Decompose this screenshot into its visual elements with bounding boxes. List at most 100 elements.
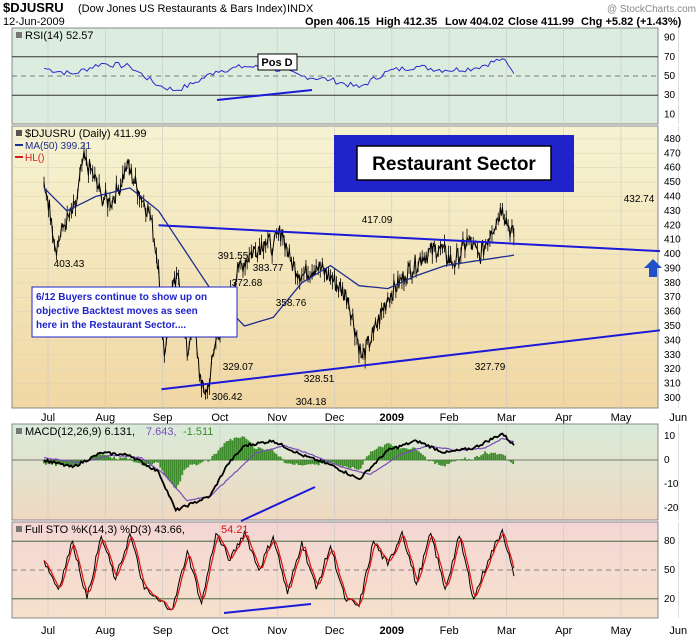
macd-histogram-bar	[448, 460, 450, 464]
macd-histogram-bar	[187, 460, 190, 468]
macd-histogram-bar	[468, 458, 470, 461]
macd-histogram-bar	[275, 454, 278, 461]
macd-histogram-bar	[422, 454, 424, 461]
macd-tick-label: 0	[664, 455, 670, 466]
macd-histogram-bar	[215, 453, 218, 461]
macd-histogram-bar	[239, 437, 242, 461]
macd-histogram-bar	[307, 460, 310, 465]
macd-tick-label: -20	[664, 503, 679, 514]
macd-line	[43, 432, 515, 513]
macd-histogram-bar	[478, 456, 480, 461]
macd-histogram-bar	[446, 460, 448, 464]
sto-legend-marker	[16, 526, 22, 532]
macd-histogram-bar	[434, 460, 436, 465]
macd-histogram-bar	[223, 443, 226, 461]
price-point-label: 358.76	[276, 298, 307, 309]
macd-histogram-bar	[395, 447, 398, 461]
macd-histogram-bar	[131, 460, 134, 461]
macd-histogram-bar	[329, 460, 332, 463]
macd-histogram-bar	[492, 452, 495, 461]
macd-histogram-bar	[353, 460, 356, 469]
macd-histogram-bar	[410, 448, 412, 461]
price-tick-label: 480	[664, 134, 681, 145]
macd-hist-legend: -1.511	[183, 426, 213, 438]
price-tick-label: 360	[664, 307, 681, 318]
macd-histogram-bar	[470, 460, 472, 461]
macd-histogram-bar	[291, 460, 294, 465]
macd-histogram-bar	[229, 438, 232, 461]
macd-tick-label: 10	[664, 431, 676, 442]
macd-histogram-bar	[263, 450, 266, 461]
price-tick-label: 420	[664, 220, 681, 231]
sto-tick-label: 50	[664, 565, 676, 576]
macd-histogram-bar	[355, 460, 358, 470]
macd-histogram-bar	[506, 459, 509, 461]
macd-histogram-bar	[209, 459, 212, 461]
price-point-label: 329.07	[223, 362, 254, 373]
macd-histogram-bar	[391, 445, 394, 461]
macd-histogram-bar	[71, 460, 73, 467]
chart-title: Restaurant Sector	[372, 154, 536, 175]
sto-d-line	[43, 533, 515, 611]
macd-histogram-bar	[69, 460, 71, 467]
macd-histogram-bar	[454, 460, 456, 462]
price-point-label: 372.68	[232, 278, 263, 289]
macd-histogram-bar	[440, 460, 442, 466]
price-tick-label: 470	[664, 148, 681, 159]
macd-histogram-bar	[109, 456, 111, 461]
up-arrow-icon	[644, 259, 662, 277]
macd-histogram-bar	[243, 436, 246, 461]
price-tick-label: 310	[664, 379, 681, 390]
price-tick-label: 380	[664, 278, 681, 289]
grid-lines	[12, 28, 679, 618]
macd-histogram-bar	[113, 456, 115, 461]
macd-histogram-bar	[133, 460, 136, 463]
x-tick-label-lower: Mar	[497, 625, 516, 637]
macd-histogram-bar	[235, 437, 238, 461]
price-tick-label: 320	[664, 364, 681, 375]
rsi-tick-label: 10	[664, 109, 676, 120]
macd-histogram-bar	[460, 459, 462, 461]
macd-histogram-bar	[333, 460, 336, 464]
ma-legend: MA(50) 399.21	[25, 141, 92, 152]
macd-histogram-bar	[93, 455, 95, 461]
price-tick-label: 370	[664, 292, 681, 303]
macd-histogram-bar	[151, 460, 154, 465]
macd-histogram-bar	[261, 448, 264, 461]
sto-divergence-line	[223, 603, 312, 614]
pos-d-label: Pos D	[261, 57, 292, 69]
symbol-label: $DJUSRU	[3, 0, 64, 15]
macd-histogram-bar	[185, 460, 188, 469]
macd-histogram-bar	[129, 458, 132, 461]
macd-histogram-bar	[325, 460, 328, 464]
macd-histogram-bar	[484, 451, 487, 461]
macd-histogram-bar	[247, 440, 250, 461]
macd-histogram-bar	[225, 441, 228, 461]
macd-histogram-bar	[367, 455, 370, 461]
price-tick-label: 340	[664, 335, 681, 346]
macd-histogram-bar	[103, 454, 105, 461]
macd-histogram-bar	[341, 460, 344, 467]
macd-histogram-bar	[271, 449, 274, 461]
price-tick-label: 350	[664, 321, 681, 332]
open-value: Open 406.15	[305, 16, 370, 28]
macd-histogram-bar	[265, 450, 268, 461]
macd-histogram-bar	[207, 460, 210, 462]
macd-histogram-bar	[139, 460, 142, 464]
macd-histogram-bar	[462, 459, 464, 461]
x-tick-label-upper: Jun	[669, 412, 687, 424]
macd-histogram-bar	[251, 444, 254, 461]
macd-histogram-bar	[496, 454, 499, 461]
x-tick-label-upper: 2009	[380, 412, 404, 424]
upper-trendline	[158, 224, 661, 253]
index-name: (Dow Jones US Restaurants & Bars Index)	[78, 3, 286, 15]
macd-histogram-bar	[393, 445, 396, 461]
macd-histogram-bar	[193, 460, 196, 464]
rsi-divergence-line	[216, 89, 313, 101]
macd-histogram-bar	[442, 460, 444, 466]
macd-histogram-bar	[287, 460, 290, 464]
x-tick-label-lower: Apr	[555, 625, 572, 637]
macd-histogram-bar	[480, 455, 482, 461]
price-point-label: 391.55	[218, 251, 249, 262]
macd-legend: MACD(12,26,9) 6.131,	[25, 426, 135, 438]
